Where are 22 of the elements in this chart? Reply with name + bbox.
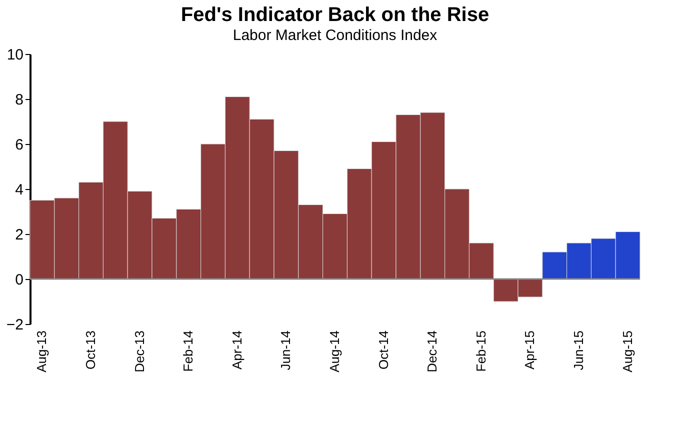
y-tick-label: 10 [6, 46, 24, 64]
x-tick-label: Dec-14 [424, 330, 440, 372]
y-tick-label: 6 [15, 136, 24, 154]
x-tick-label: Jun-15 [571, 330, 586, 370]
x-tick-label: Aug-13 [34, 330, 50, 372]
chart-subtitle: Labor Market Conditions Index [232, 27, 438, 44]
x-tick-label: Jun-14 [278, 330, 294, 370]
chart-title: Fed's Indicator Back on the Rise [180, 4, 490, 26]
x-tick-label: Oct-13 [83, 330, 98, 370]
x-tick-label: Apr-15 [522, 330, 538, 370]
x-tick-label: Feb-14 [180, 330, 196, 372]
x-tick-label: Aug-15 [620, 330, 635, 372]
x-tick-label: Dec-13 [132, 330, 147, 372]
x-tick-label: Feb-15 [473, 330, 488, 372]
x-tick-label: Aug-14 [327, 330, 342, 372]
y-tick-label: 4 [15, 182, 24, 198]
y-tick-label: −2 [6, 316, 24, 334]
x-tick-label: Apr-14 [229, 330, 244, 370]
y-tick-label: 8 [15, 92, 24, 108]
y-tick-label: 0 [15, 272, 24, 288]
y-tick-label: 2 [15, 226, 24, 244]
x-tick-label: Oct-14 [376, 330, 391, 370]
